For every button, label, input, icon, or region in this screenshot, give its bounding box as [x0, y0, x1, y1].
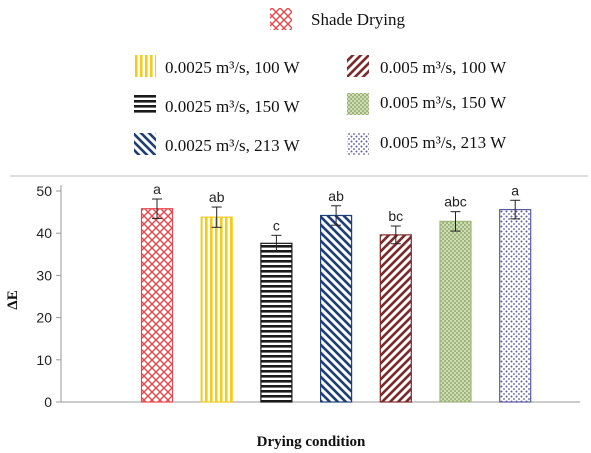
legend-item-0-0025-m-s-150-w: 0.0025 m³/s, 150 W: [134, 93, 301, 116]
y-tick-label: 10: [36, 352, 52, 368]
bar-shade-drying: [140, 208, 174, 403]
legend-item-0-005-m-s-100-w: 0.005 m³/s, 100 W: [347, 55, 507, 77]
legend-label: 0.0025 m³/s, 100 W: [165, 58, 301, 77]
y-axis: 0 10 20 30 40 50: [36, 183, 580, 410]
legend-item-shade-drying: Shade Drying: [270, 8, 405, 30]
y-tick-label: 20: [36, 310, 52, 326]
legend-label: Shade Drying: [311, 10, 405, 29]
legend-swatch: [134, 55, 156, 77]
bar-0-005-m-s-150-w: [439, 220, 472, 403]
legend-label: 0.005 m³/s, 100 W: [380, 58, 507, 77]
bar-0-005-m-s-213-w: [499, 208, 532, 403]
legend-item-0-0025-m-s-213-w: 0.0025 m³/s, 213 W: [134, 133, 301, 155]
legend-swatch: [134, 93, 156, 115]
legend-label: 0.005 m³/s, 213 W: [380, 133, 507, 152]
y-axis-label: ΔE: [5, 290, 21, 309]
legend: Shade Drying 0.0025 m³/s, 100 W 0.005 m³/s…: [134, 8, 507, 155]
legend-label: 0.0025 m³/s, 150 W: [165, 97, 301, 116]
legend-label: 0.0025 m³/s, 213 W: [165, 136, 301, 155]
bar-0-005-m-s-100-w: [379, 234, 412, 403]
y-tick-label: 40: [36, 225, 52, 241]
bar-0-0025-m-s-100-w: [200, 216, 233, 403]
legend-item-0-005-m-s-150-w: 0.005 m³/s, 150 W: [347, 93, 507, 115]
legend-swatch: [347, 93, 369, 115]
y-tick-label: 50: [36, 183, 52, 199]
bar-0-0025-m-s-213-w: [320, 214, 353, 403]
legend-item-0-005-m-s-213-w: 0.005 m³/s, 213 W: [347, 133, 507, 155]
legend-item-0-0025-m-s-100-w: 0.0025 m³/s, 100 W: [134, 55, 301, 77]
legend-swatch: [347, 133, 369, 155]
legend-swatch: [347, 55, 369, 77]
significance-label: c: [273, 217, 280, 233]
bar-0-0025-m-s-150-w: [260, 242, 293, 403]
significance-label: bc: [388, 208, 403, 224]
significance-label: abc: [444, 194, 467, 210]
significance-label: ab: [328, 188, 344, 204]
x-axis-label: Drying condition: [257, 434, 366, 450]
y-tick-label: 30: [36, 267, 52, 283]
legend-label: 0.005 m³/s, 150 W: [380, 93, 507, 112]
significance-label: a: [153, 181, 161, 197]
significance-label: ab: [209, 189, 225, 205]
significance-label: a: [511, 182, 519, 198]
legend-swatch: [134, 133, 156, 155]
legend-swatch: [270, 8, 292, 30]
y-tick-label: 0: [44, 394, 52, 410]
